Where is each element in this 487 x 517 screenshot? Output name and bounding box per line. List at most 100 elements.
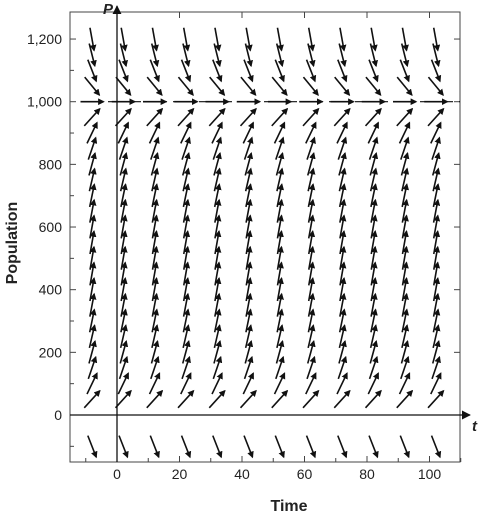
slope-arrow [276, 198, 284, 223]
slope-arrow [396, 389, 414, 409]
slope-arrow [398, 372, 411, 395]
slope-arrow [368, 59, 379, 83]
slope-arrow [182, 324, 191, 349]
slope-arrow [180, 372, 192, 395]
slope-arrow [239, 389, 257, 409]
slope-arrow [114, 107, 132, 127]
slope-arrow [150, 151, 160, 176]
x-tick-label: 60 [297, 466, 313, 482]
slope-arrow [87, 355, 98, 380]
slope-arrow [276, 167, 285, 192]
slope-arrow [214, 230, 222, 255]
slope-arrow [334, 76, 351, 96]
slope-arrow [117, 121, 129, 144]
slope-arrow [305, 121, 317, 144]
slope-arrow [151, 277, 159, 302]
slope-arrow [245, 245, 253, 270]
x-tick-label: 40 [234, 466, 250, 482]
slope-arrow [120, 292, 128, 317]
slope-arrow [400, 151, 410, 176]
slope-arrow [120, 277, 128, 302]
slope-arrow [211, 372, 223, 395]
slope-arrow [213, 183, 222, 208]
slope-arrow [182, 292, 191, 317]
slope-arrow [177, 107, 195, 127]
y-tick-label: 0 [54, 407, 62, 423]
slope-arrow [214, 214, 222, 239]
slope-arrow [87, 59, 98, 83]
slope-arrow [338, 339, 347, 364]
slope-arrow [364, 389, 382, 409]
slope-arrow [182, 198, 191, 223]
y-tick-label: 200 [39, 344, 63, 360]
slope-arrow [89, 292, 97, 317]
slope-arrow [370, 292, 378, 317]
slope-arrow [427, 76, 444, 96]
slope-arrow [339, 214, 347, 239]
slope-arrow [151, 245, 159, 270]
y-tick-label: 1,000 [27, 94, 62, 110]
slope-arrow [432, 261, 441, 286]
slope-arrow [339, 27, 347, 52]
slope-arrow [214, 277, 222, 302]
x-tick-label: 80 [359, 466, 375, 482]
slope-arrow [89, 214, 97, 239]
slope-arrow [89, 277, 97, 302]
slope-arrow [245, 183, 253, 208]
slope-arrow [276, 292, 284, 317]
slope-arrow [368, 435, 379, 459]
slope-arrow [88, 151, 97, 176]
slope-arrow [177, 389, 195, 409]
y-axis-variable: P [103, 1, 114, 18]
slope-arrow [302, 76, 319, 96]
slope-arrow [245, 261, 253, 286]
slope-arrow [367, 121, 379, 144]
slope-arrow [271, 389, 289, 409]
slope-arrow [115, 76, 132, 96]
slope-arrow [214, 245, 222, 270]
slope-arrow [401, 230, 409, 255]
slope-arrow [151, 230, 159, 255]
slope-arrow [339, 245, 347, 270]
slope-arrow [117, 372, 129, 395]
slope-arrow [432, 167, 441, 192]
slope-arrow [182, 183, 191, 208]
slope-arrow [339, 277, 347, 302]
slope-arrow [87, 136, 98, 160]
slope-arrow [119, 324, 128, 349]
slope-arrow [177, 76, 194, 96]
slope-arrow [208, 389, 226, 409]
slope-arrow [213, 324, 222, 349]
slope-arrow [305, 59, 317, 83]
slope-arrow [244, 151, 254, 176]
slope-arrow [89, 198, 97, 223]
slope-arrow [151, 214, 159, 239]
slope-arrow [118, 59, 129, 83]
slope-arrow [399, 435, 410, 459]
slope-arrow [151, 27, 159, 52]
slope-arrow [339, 198, 347, 223]
slope-arrow [240, 76, 257, 96]
slope-arrow [214, 27, 222, 52]
slope-arrow [148, 372, 161, 395]
slope-arrow [213, 308, 222, 333]
slope-arrow [401, 308, 410, 333]
slope-arrow [276, 230, 284, 255]
slope-arrow [308, 245, 316, 270]
y-tick-label: 1,200 [27, 31, 62, 47]
slope-arrow [273, 372, 286, 395]
slope-arrow [401, 214, 409, 239]
slope-arrow [88, 167, 97, 192]
slope-arrow [276, 245, 284, 270]
slope-arrow [149, 435, 160, 459]
slope-arrow [180, 121, 192, 144]
slope-arrow [333, 107, 351, 127]
slope-arrow [275, 355, 285, 380]
slope-arrow [212, 59, 223, 83]
slope-arrow [276, 27, 284, 52]
slope-arrow [211, 121, 223, 144]
slope-arrow [181, 151, 191, 176]
slope-arrow [181, 355, 191, 380]
axis-ticks: 0 20 40 60 80 100 0 200 400 600 800 1,000 1,200 [27, 12, 462, 482]
